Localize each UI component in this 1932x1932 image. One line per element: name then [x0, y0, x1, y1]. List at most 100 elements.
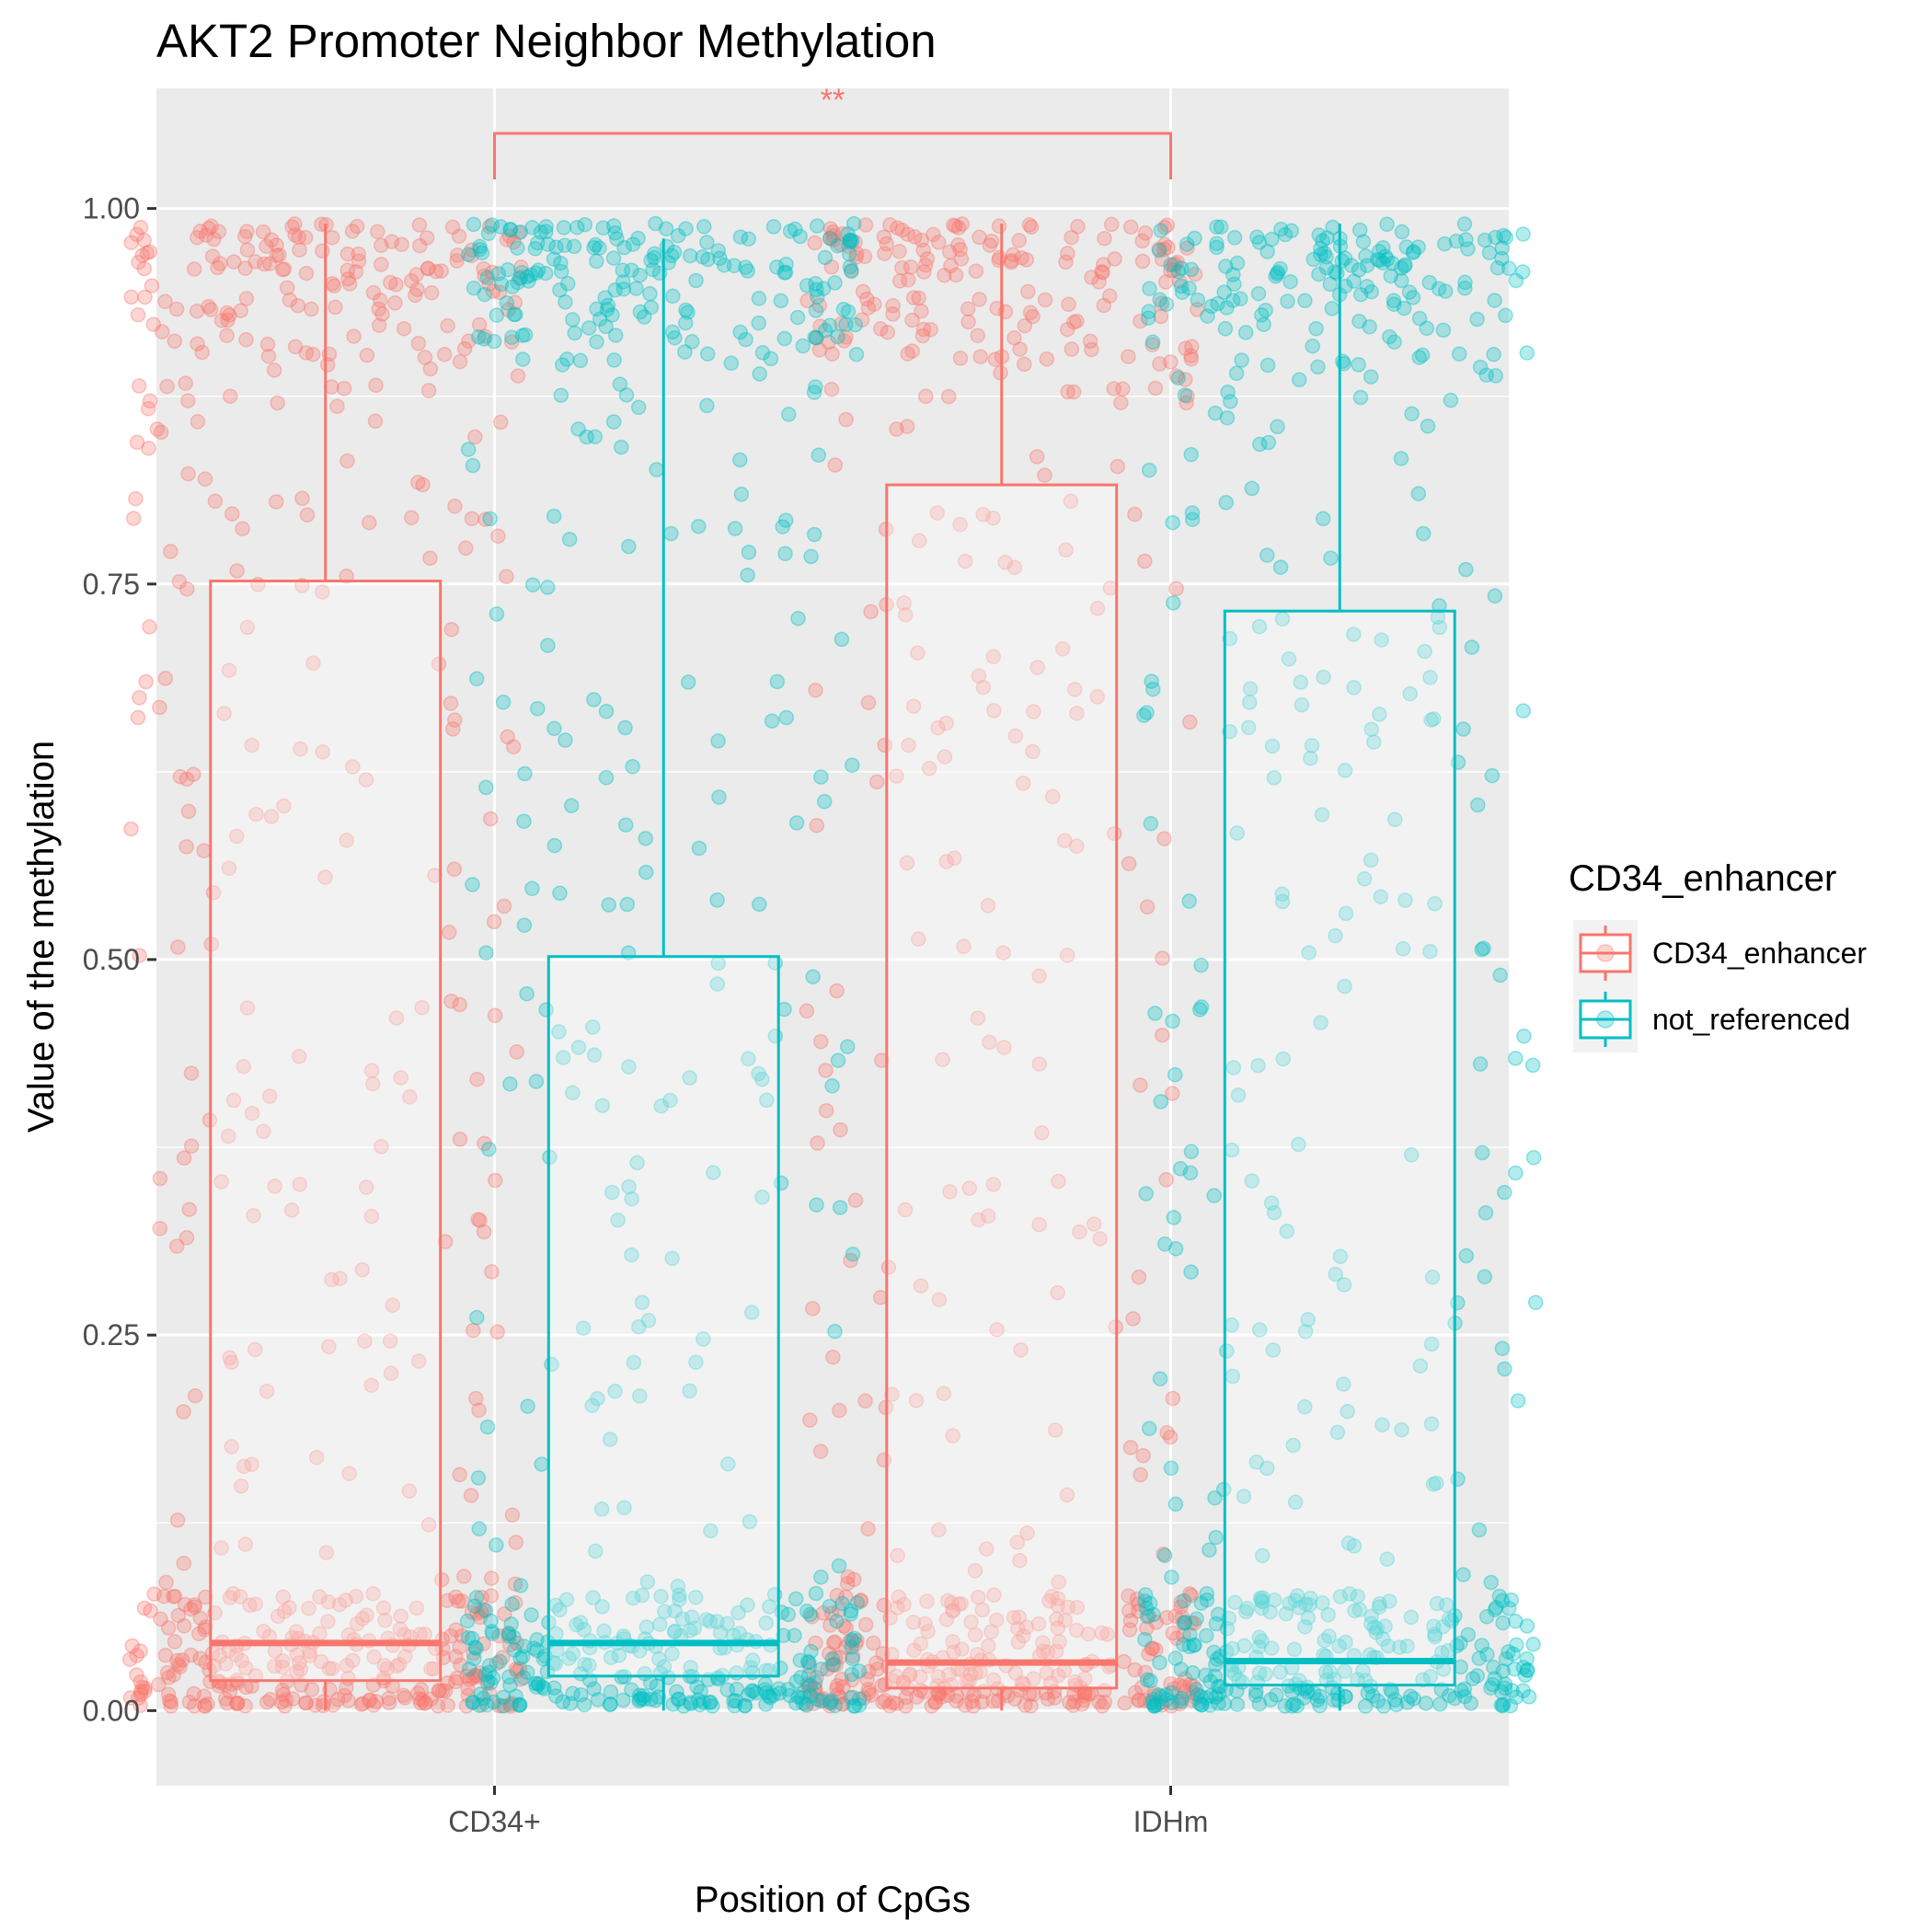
data-point [808, 303, 824, 318]
data-point [277, 1698, 293, 1714]
data-point [598, 703, 615, 719]
data-point [909, 1689, 925, 1705]
data-point [179, 581, 195, 597]
data-point [822, 230, 838, 247]
data-point [132, 948, 147, 963]
data-point [1469, 311, 1485, 328]
data-point [263, 809, 280, 824]
data-point [1019, 1525, 1035, 1541]
data-point [661, 255, 676, 270]
data-point [1362, 319, 1377, 335]
data-point [848, 1636, 864, 1651]
data-point [129, 1648, 144, 1663]
data-point [1040, 1644, 1056, 1660]
data-point [524, 220, 540, 236]
data-point [1191, 1696, 1208, 1711]
data-point [548, 239, 564, 256]
data-point [489, 1537, 504, 1553]
data-point [428, 263, 444, 280]
data-point [176, 1618, 192, 1634]
data-point [229, 563, 245, 579]
data-point [261, 1088, 278, 1104]
data-point [1474, 941, 1489, 958]
data-point [139, 245, 155, 261]
data-point [1218, 495, 1234, 511]
data-point [1060, 384, 1075, 400]
data-point [304, 1682, 320, 1697]
data-point [844, 757, 860, 774]
data-point [1226, 230, 1243, 246]
data-point [474, 1697, 489, 1713]
data-point [536, 1681, 552, 1696]
data-point [1182, 714, 1198, 730]
data-point [528, 1074, 545, 1089]
data-point [500, 302, 516, 318]
data-point [464, 242, 480, 258]
data-point [225, 1585, 241, 1602]
data-point [1025, 743, 1041, 760]
data-point [843, 232, 858, 248]
data-point [476, 260, 491, 277]
data-point [638, 831, 653, 846]
data-point [1013, 1342, 1029, 1358]
data-point [840, 304, 857, 319]
data-point [287, 216, 303, 232]
data-point [834, 316, 849, 331]
data-point [1183, 1615, 1200, 1631]
data-point [540, 236, 556, 252]
data-point [561, 1650, 577, 1666]
data-point [375, 1600, 392, 1616]
data-point [823, 381, 840, 397]
data-point [558, 294, 573, 310]
data-point [1018, 252, 1034, 268]
data-point [161, 1670, 177, 1685]
data-point [1131, 1269, 1147, 1285]
data-point [780, 1682, 796, 1697]
data-point [952, 351, 969, 366]
data-point [839, 1039, 856, 1054]
data-point [777, 512, 794, 528]
data-point [383, 1333, 398, 1349]
data-point [812, 1033, 829, 1050]
data-point [1031, 1216, 1047, 1233]
data-point [137, 1680, 153, 1696]
data-point [605, 250, 622, 266]
data-point [509, 1663, 525, 1679]
data-point [1058, 542, 1074, 558]
data-point [677, 315, 694, 331]
data-point [1524, 1057, 1541, 1074]
data-point [859, 1672, 875, 1687]
data-point [305, 655, 321, 672]
data-point [599, 302, 615, 317]
data-point [494, 1650, 511, 1665]
data-point [519, 269, 535, 285]
data-point [466, 216, 482, 233]
data-point [1525, 1150, 1542, 1166]
data-point [292, 1655, 307, 1671]
data-point [445, 721, 461, 737]
data-point [1166, 1681, 1182, 1696]
data-point [546, 837, 563, 854]
data-point [1198, 1667, 1213, 1684]
data-point [391, 1656, 408, 1673]
data-point [157, 1647, 174, 1663]
data-point [642, 286, 658, 302]
data-point [308, 1449, 325, 1466]
data-point [968, 263, 984, 279]
data-point [353, 1696, 370, 1713]
data-point [478, 779, 494, 796]
data-point [485, 283, 501, 299]
data-point [980, 898, 996, 914]
data-point [1456, 1681, 1473, 1697]
data-point [463, 1488, 479, 1503]
data-point [452, 1466, 467, 1483]
data-point [1379, 251, 1396, 268]
data-point [244, 1105, 260, 1121]
data-point [1006, 1691, 1023, 1707]
data-point [792, 1652, 809, 1668]
data-point [169, 1652, 185, 1669]
data-point [324, 1661, 340, 1676]
data-point [1141, 462, 1157, 478]
data-point [982, 1034, 997, 1051]
y-tick-label: 0.50 [83, 943, 140, 976]
